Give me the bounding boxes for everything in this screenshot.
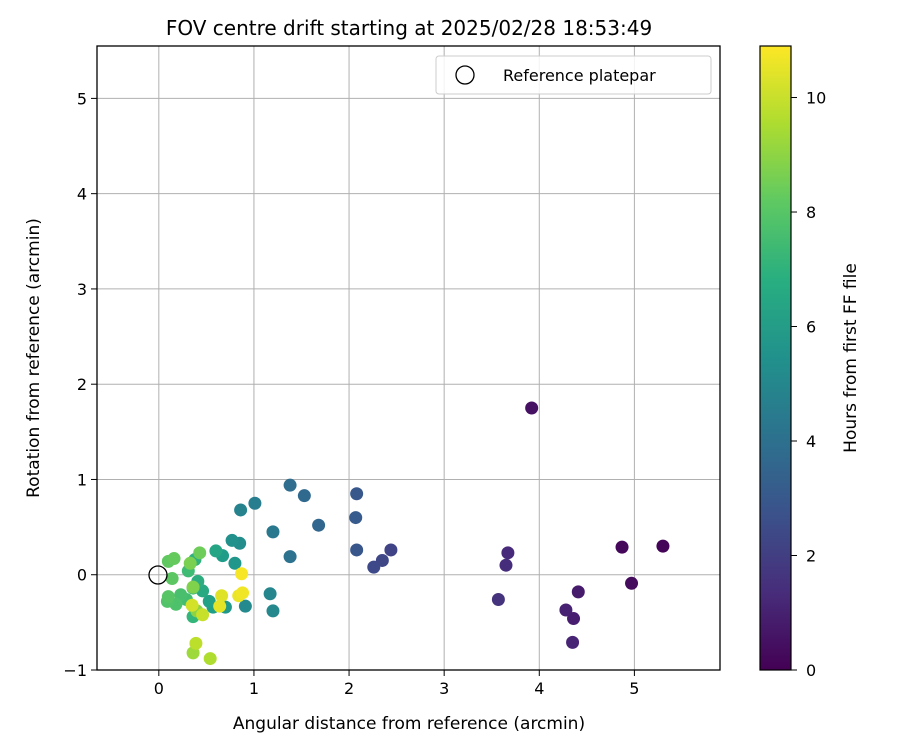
scatter-point (228, 556, 242, 570)
scatter-point (283, 550, 297, 564)
y-tick-label: 5 (77, 89, 87, 108)
y-tick-label: 4 (77, 185, 87, 204)
scatter-point (235, 567, 249, 581)
scatter-point (203, 652, 217, 666)
colorbar-tick-label: 6 (806, 318, 816, 337)
scatter-point (193, 546, 207, 560)
scatter-point (161, 590, 175, 604)
scatter-point (349, 511, 363, 525)
legend-label: Reference platepar (503, 66, 656, 85)
y-tick-label: −1 (63, 661, 87, 680)
legend-box (435, 55, 712, 95)
scatter-point (384, 543, 398, 557)
scatter-point (165, 572, 179, 586)
colorbar-gradient (759, 45, 792, 671)
grid (97, 46, 720, 671)
y-tick-label: 1 (77, 470, 87, 489)
scatter-point (209, 544, 223, 558)
scatter-point (283, 478, 297, 492)
chart-title: FOV centre drift starting at 2025/02/28 … (166, 16, 652, 40)
y-tick-label: 2 (77, 375, 87, 394)
scatter-point (196, 608, 210, 622)
x-tick-label: 2 (344, 679, 354, 698)
colorbar-tick-label: 4 (806, 432, 816, 451)
colorbar-ticks: 0 2 4 6 8 10 (791, 89, 826, 680)
scatter-point (566, 635, 580, 649)
legend-reference-marker (455, 65, 475, 85)
plot-frame (96, 45, 721, 671)
data-points (160, 401, 670, 666)
scatter-point (189, 636, 203, 650)
scatter-point (499, 558, 513, 572)
scatter-point (625, 576, 639, 590)
scatter-point (615, 540, 629, 554)
colorbar-tick-label: 0 (806, 661, 816, 680)
colorbar-tick-label: 10 (806, 89, 826, 108)
scatter-point (559, 603, 573, 617)
y-axis-label: Rotation from reference (arcmin) (24, 218, 44, 498)
scatter-point (571, 585, 585, 599)
scatter-point (167, 552, 181, 566)
colorbar: 0 2 4 6 8 10 Hours from first FF file (759, 45, 861, 680)
scatter-point (183, 556, 197, 570)
x-tick-label: 4 (534, 679, 544, 698)
scatter-point (213, 599, 227, 613)
colorbar-label: Hours from first FF file (841, 263, 861, 453)
x-axis-label: Angular distance from reference (arcmin) (233, 714, 585, 734)
scatter-point (236, 586, 250, 600)
scatter-point (501, 546, 515, 560)
reference-platepar-marker (148, 565, 168, 585)
y-tick-label: 0 (77, 566, 87, 585)
scatter-point (248, 496, 262, 510)
scatter-point (297, 489, 311, 503)
scatter-point (350, 543, 364, 557)
scatter-point (266, 604, 280, 618)
scatter-point (367, 560, 381, 574)
scatter-point (186, 580, 200, 594)
scatter-point (525, 401, 539, 415)
x-axis-ticks: 0 1 2 3 4 5 (154, 670, 639, 698)
scatter-point (234, 503, 248, 517)
y-axis-ticks: −1 0 1 2 3 4 5 (63, 89, 97, 680)
scatter-point (567, 612, 581, 626)
x-tick-label: 1 (249, 679, 259, 698)
colorbar-tick-label: 2 (806, 547, 816, 566)
scatter-point (263, 587, 277, 601)
x-tick-label: 0 (154, 679, 164, 698)
colorbar-tick-label: 8 (806, 203, 816, 222)
x-tick-label: 5 (629, 679, 639, 698)
scatter-point (215, 589, 229, 603)
scatter-point (225, 533, 239, 547)
scatter-point (202, 594, 216, 608)
scatter-point (238, 599, 252, 613)
y-tick-label: 3 (77, 280, 87, 299)
scatter-point (350, 487, 364, 501)
legend: Reference platepar (435, 55, 712, 95)
scatter-point (656, 539, 670, 553)
scatter-point (185, 598, 199, 612)
scatter-point (266, 525, 280, 539)
scatter-point (491, 593, 505, 607)
x-tick-label: 3 (439, 679, 449, 698)
scatter-point (312, 518, 326, 532)
